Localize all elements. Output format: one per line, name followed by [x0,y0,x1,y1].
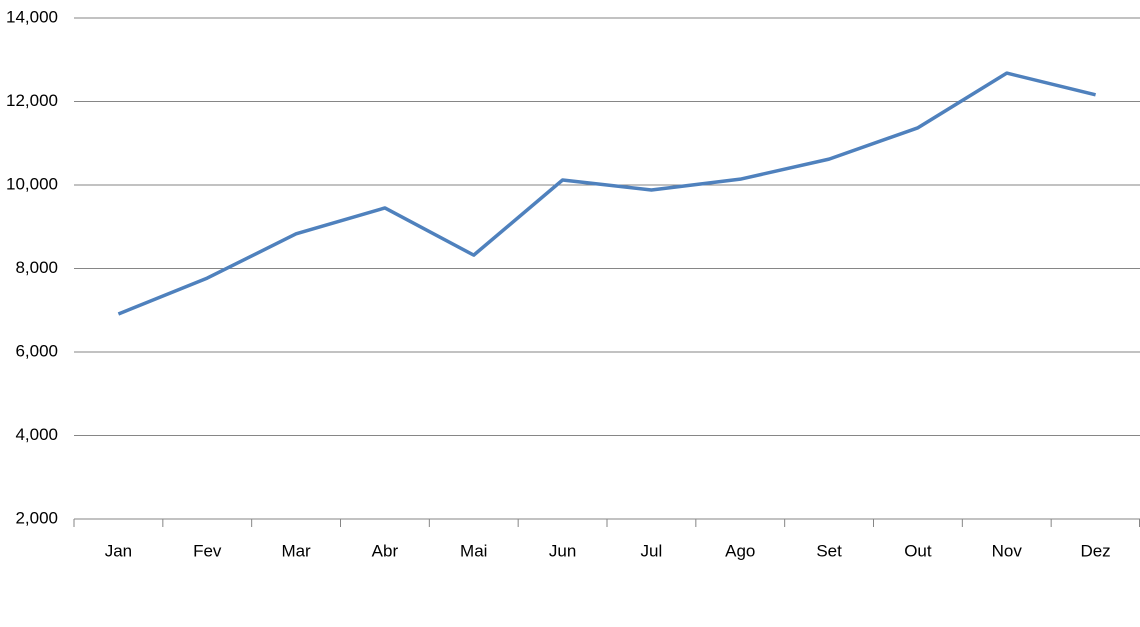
y-tick-label: 8,000 [15,258,58,277]
y-tick-label: 14,000 [6,7,58,26]
x-tick-label: Fev [193,541,222,560]
line-series [117,71,1096,316]
y-tick-label: 6,000 [15,341,58,360]
x-tick-label: Set [816,541,842,560]
y-tick-label: 4,000 [15,425,58,444]
x-tick-label: Out [904,541,932,560]
x-tick-label: Dez [1080,541,1110,560]
x-tick-label: Jan [105,541,132,560]
x-tick-label: Jul [641,541,663,560]
x-tick-label: Mar [281,541,311,560]
x-tick-label: Mai [460,541,487,560]
y-tick-label: 10,000 [6,174,58,193]
y-tick-label: 2,000 [15,508,58,527]
x-tick-label: Jun [549,541,576,560]
x-tick-label: Abr [372,541,399,560]
y-tick-label: 12,000 [6,91,58,110]
x-tick-label: Ago [725,541,755,560]
x-tick-label: Nov [992,541,1023,560]
